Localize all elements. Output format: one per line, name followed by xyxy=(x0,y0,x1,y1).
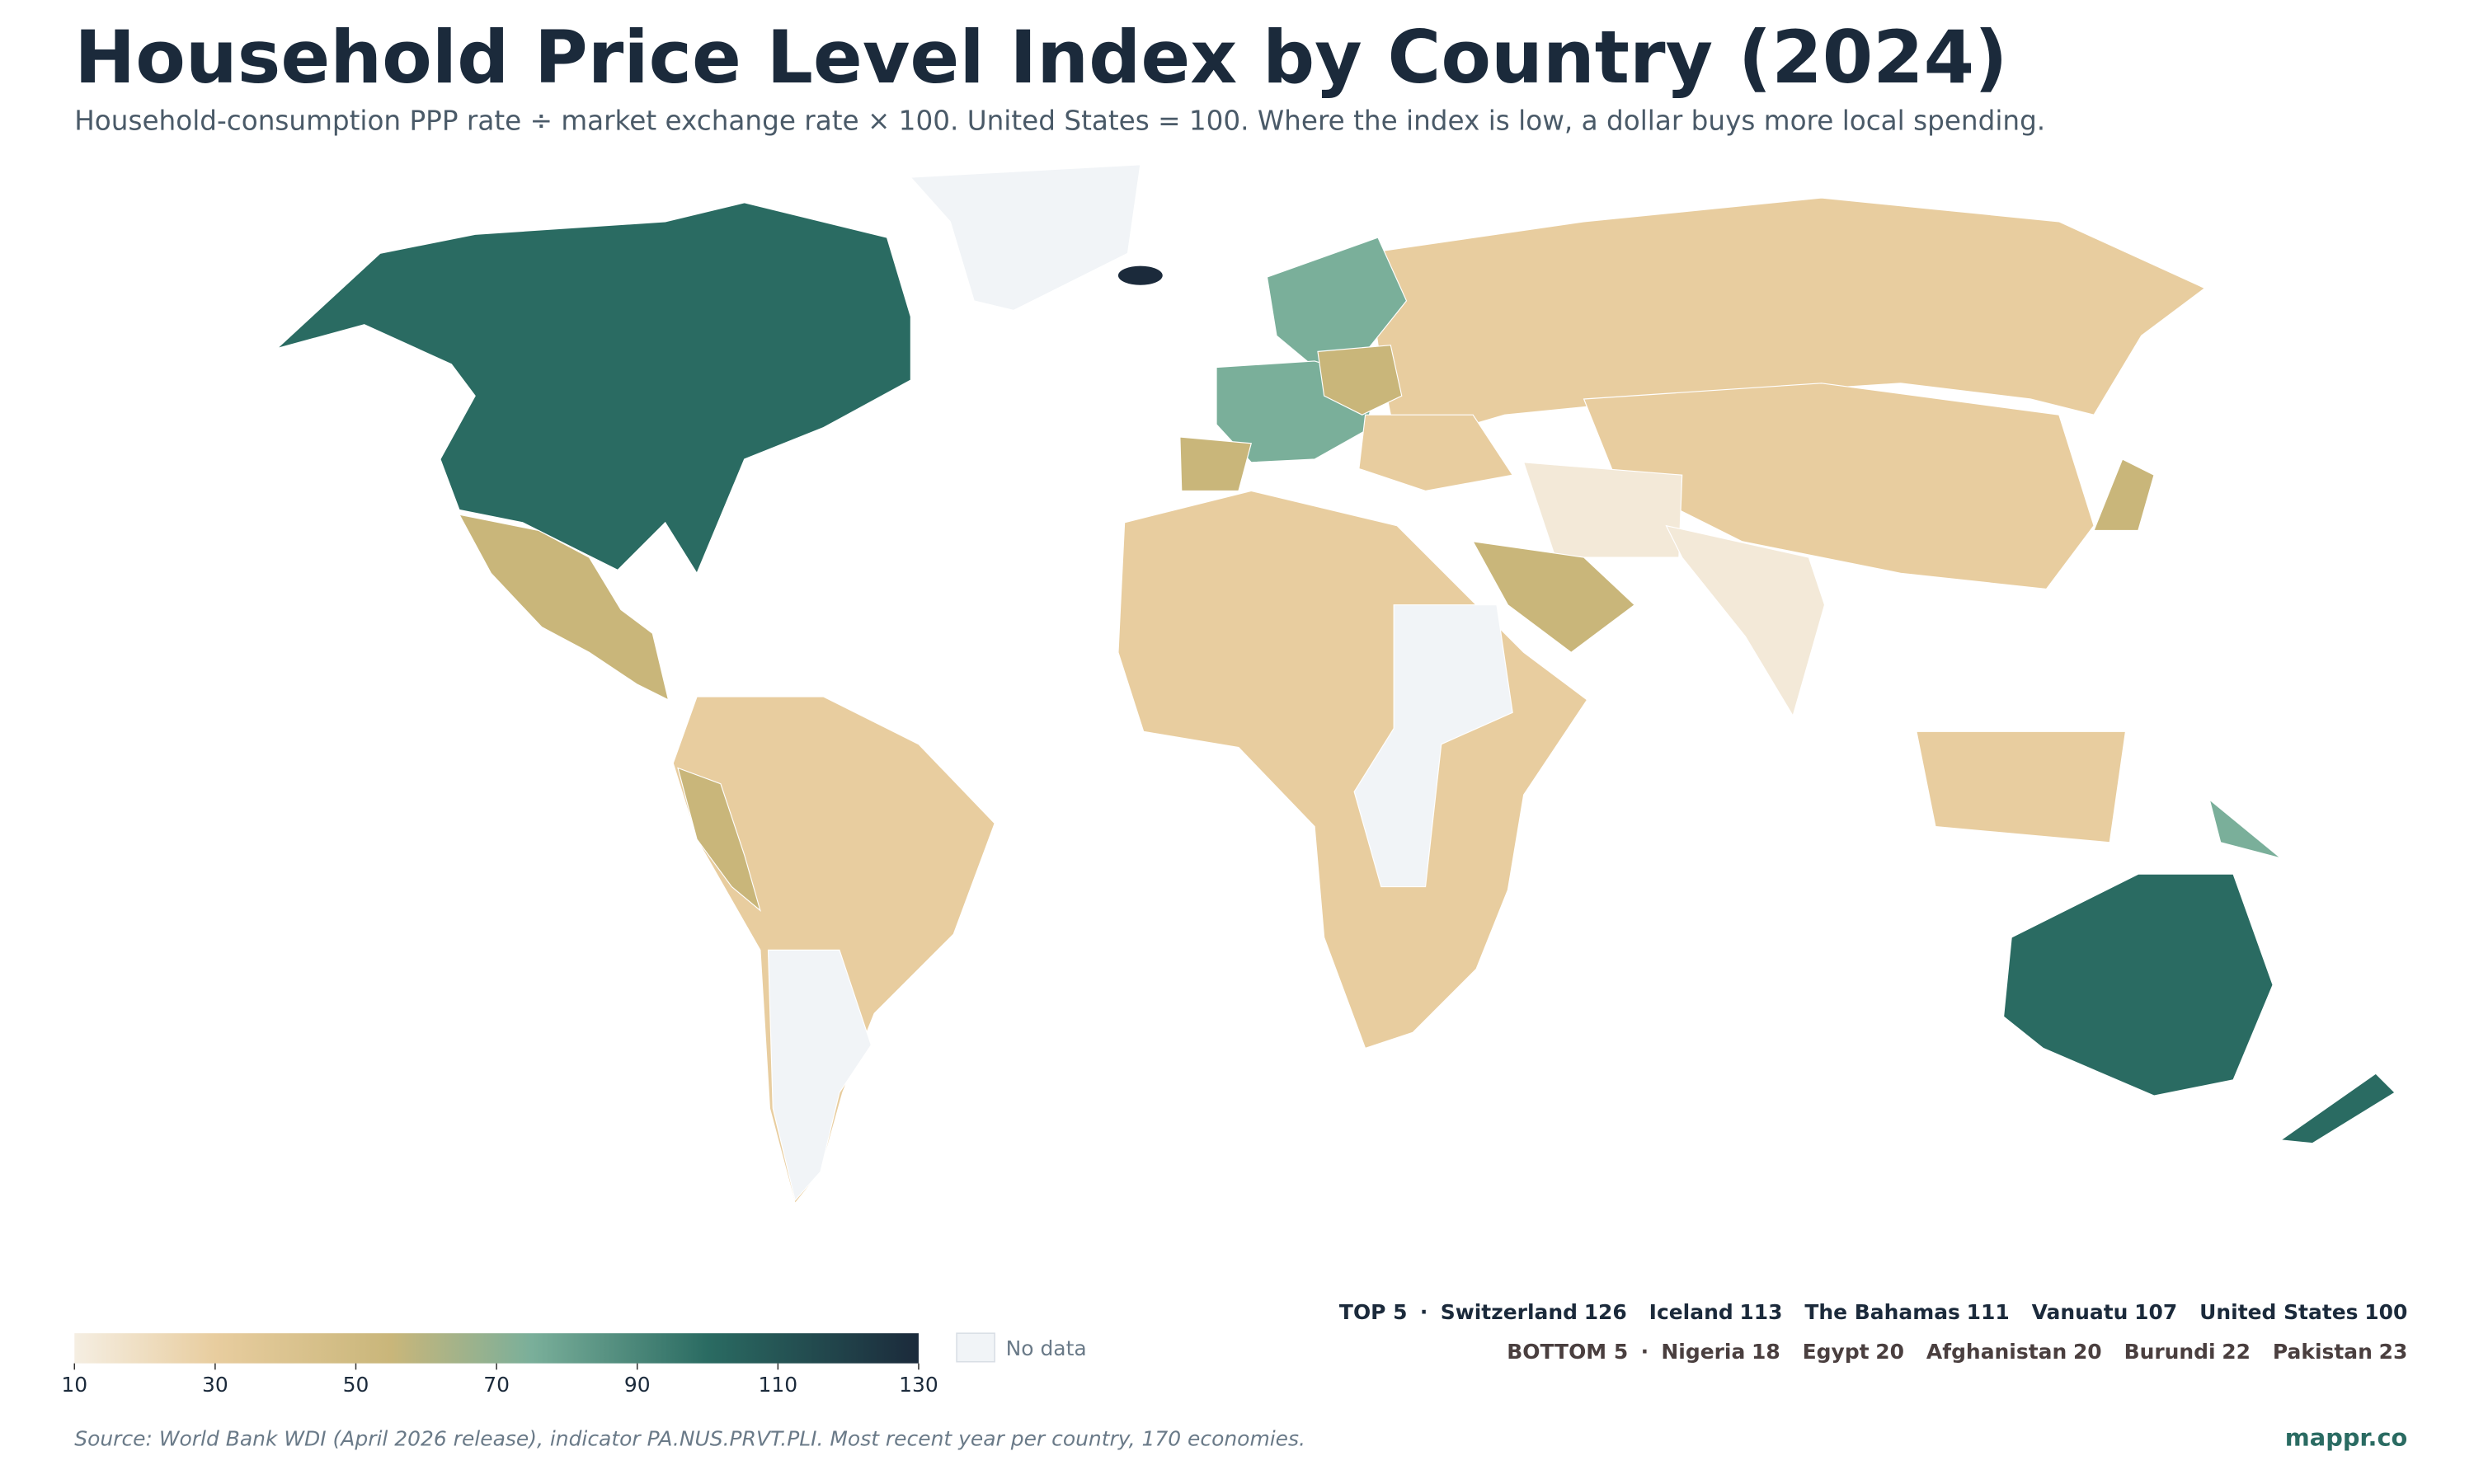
rank-label: TOP 5 xyxy=(1339,1300,1408,1324)
tick-label: 130 xyxy=(899,1373,938,1397)
central-europe xyxy=(1317,345,1403,416)
color-bar xyxy=(74,1333,919,1364)
spain xyxy=(1179,436,1253,491)
country-value: 22 xyxy=(2222,1340,2251,1364)
eastern-europe xyxy=(1358,414,1514,491)
subtitle: Household-consumption PPP rate ÷ market … xyxy=(74,105,2045,136)
source: Source: World Bank WDI (April 2026 relea… xyxy=(74,1427,1305,1451)
tick-label: 50 xyxy=(343,1373,369,1397)
iceland xyxy=(1117,265,1163,285)
tick-label: 90 xyxy=(624,1373,651,1397)
tick-label: 30 xyxy=(202,1373,228,1397)
middle-east-central-asia xyxy=(1522,462,1683,558)
country-name: United States xyxy=(2199,1300,2358,1324)
country-name: Burundi xyxy=(2124,1340,2216,1364)
tick-label: 70 xyxy=(483,1373,510,1397)
country-name: Afghanistan xyxy=(1926,1340,2067,1364)
southeast-asia xyxy=(1916,730,2127,843)
world-map xyxy=(276,164,2396,1205)
argentina xyxy=(767,949,872,1202)
country-name: The Bahamas xyxy=(1804,1300,1960,1324)
papua-new-guinea xyxy=(2208,798,2282,859)
rank-label: BOTTOM 5 xyxy=(1507,1340,1628,1364)
country-value: 111 xyxy=(1967,1300,2010,1324)
mexico-central-america xyxy=(458,514,670,701)
no-data-label: No data xyxy=(1006,1336,1087,1360)
country-name: Egypt xyxy=(1803,1340,1870,1364)
country-name: Iceland xyxy=(1649,1300,1733,1324)
peru xyxy=(677,767,761,912)
bottom-five: BOTTOM 5 · Nigeria 18 Egypt 20 Afghanistan 20 Bu… xyxy=(1507,1340,2407,1364)
no-data-swatch xyxy=(956,1332,995,1363)
country-value: 113 xyxy=(1739,1300,1782,1324)
north-america xyxy=(276,202,911,575)
country-name: Nigeria xyxy=(1661,1340,1745,1364)
country-value: 100 xyxy=(2364,1300,2407,1324)
country-value: 23 xyxy=(2379,1340,2408,1364)
title: Household Price Level Index by Country (… xyxy=(74,15,2007,100)
country-name: Switzerland xyxy=(1441,1300,1578,1324)
legend: No data 10 30 50 70 90 110 130 xyxy=(61,1332,1087,1397)
japan xyxy=(2093,458,2155,531)
country-name: Pakistan xyxy=(2273,1340,2373,1364)
country-name: Vanuatu xyxy=(2032,1300,2128,1324)
tick-label: 10 xyxy=(61,1373,87,1397)
country-value: 18 xyxy=(1752,1340,1780,1364)
country-value: 126 xyxy=(1584,1300,1627,1324)
country-value: 107 xyxy=(2134,1300,2177,1324)
separator: · xyxy=(1420,1300,1427,1324)
top-five: TOP 5 · Switzerland 126 Iceland 113 The Bahama… xyxy=(1339,1300,2407,1324)
tick-label: 110 xyxy=(759,1373,798,1397)
australia xyxy=(2002,873,2274,1097)
saudi-arabia xyxy=(1472,541,1635,654)
india xyxy=(1665,524,1826,717)
greenland xyxy=(910,164,1141,312)
central-africa-no-data xyxy=(1353,604,1513,888)
country-value: 20 xyxy=(1875,1340,1904,1364)
new-zealand xyxy=(2279,1073,2396,1144)
separator: · xyxy=(1641,1340,1649,1364)
brand: mappr.co xyxy=(2285,1424,2408,1452)
country-value: 20 xyxy=(2073,1340,2102,1364)
